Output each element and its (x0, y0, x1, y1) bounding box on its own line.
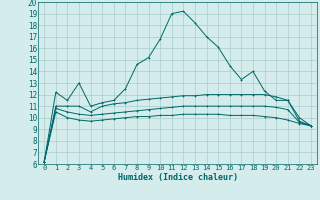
X-axis label: Humidex (Indice chaleur): Humidex (Indice chaleur) (118, 173, 238, 182)
